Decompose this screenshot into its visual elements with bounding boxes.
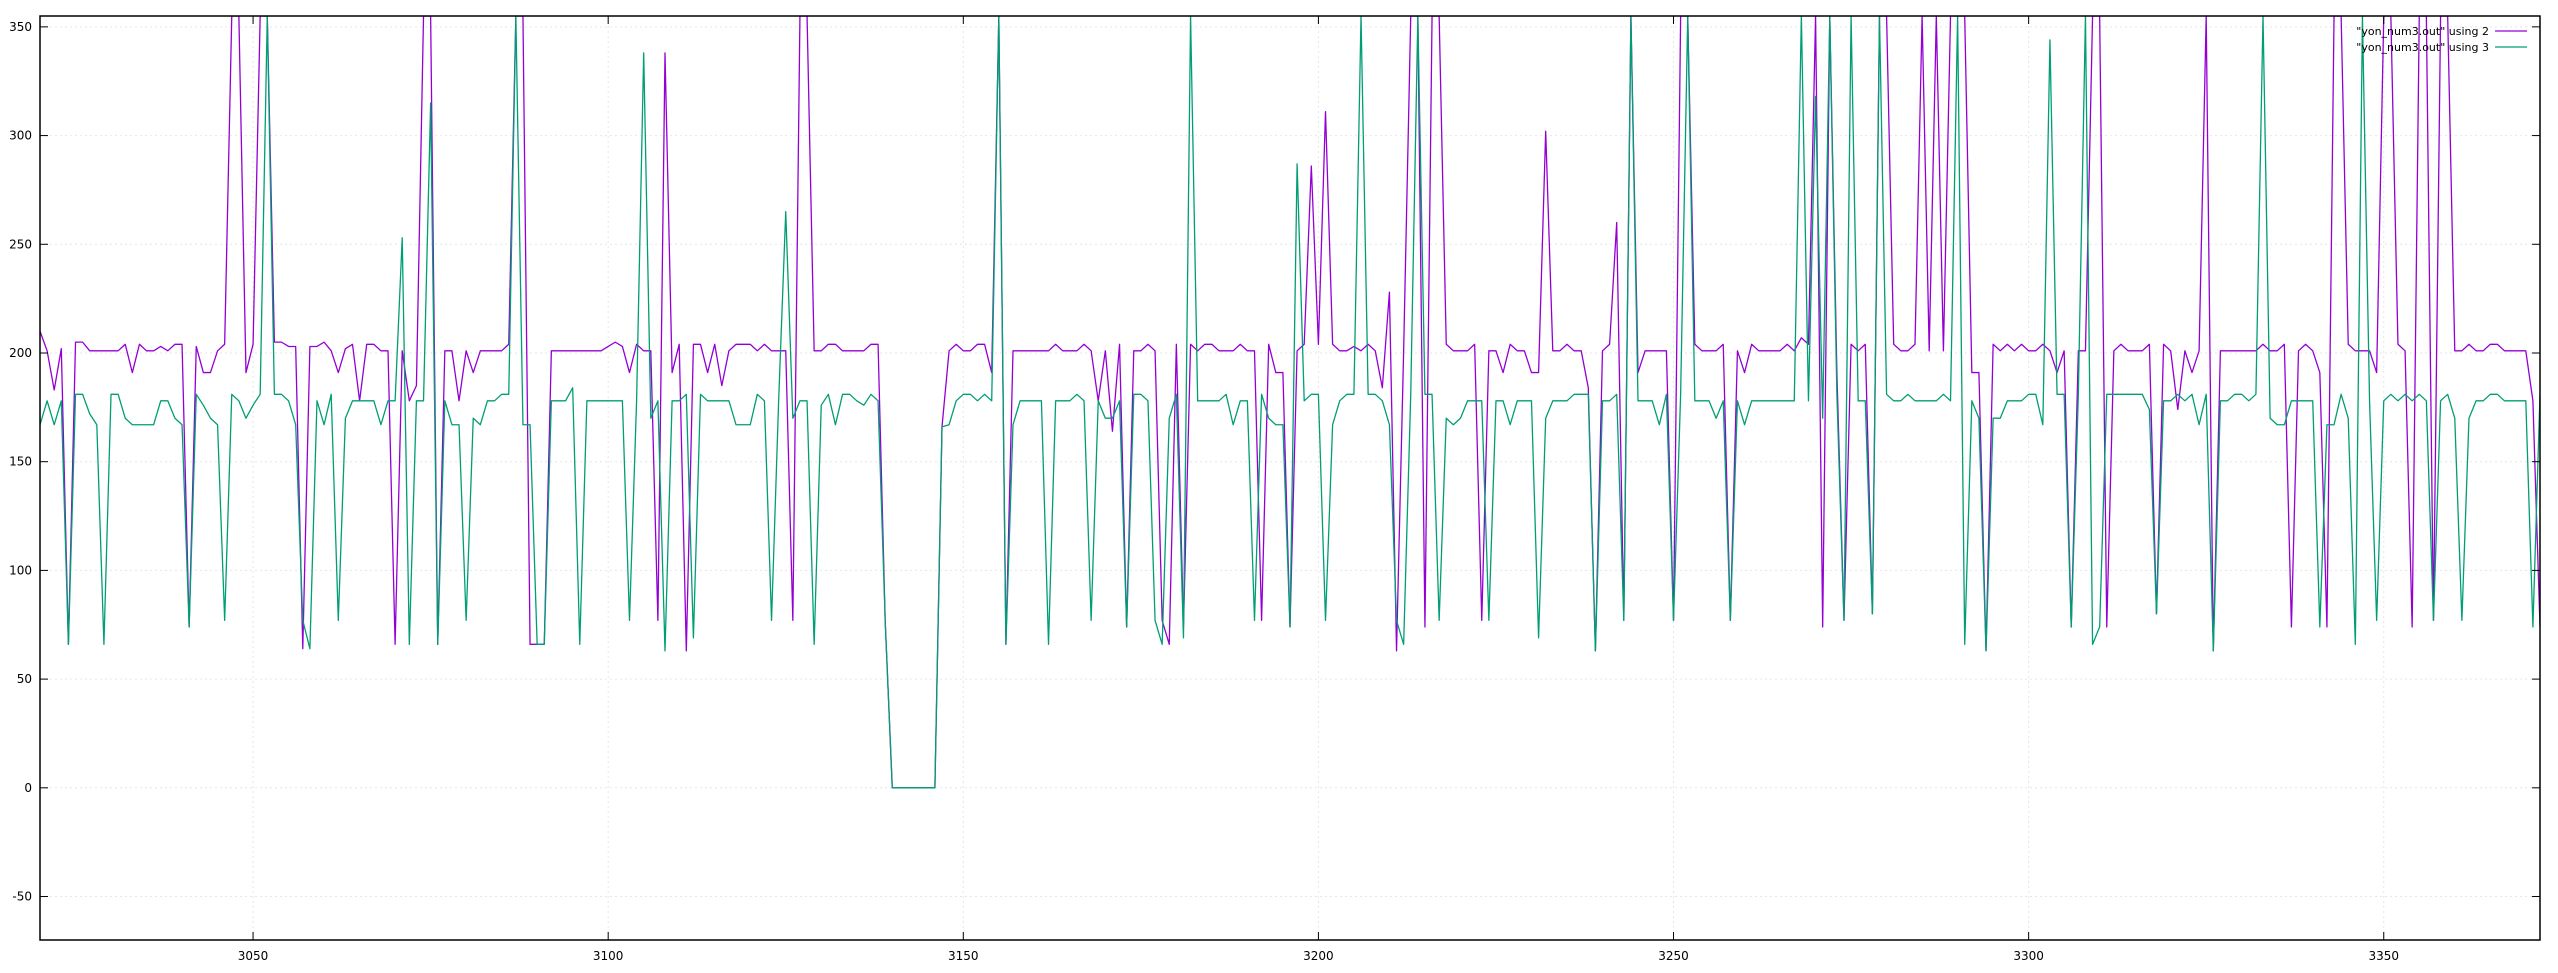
y-tick-label: 50 [17,672,32,686]
y-tick-label: 100 [9,563,32,577]
x-tick-label: 3300 [2013,949,2044,963]
y-tick-label: 200 [9,346,32,360]
y-tick-label: 0 [24,781,32,795]
x-tick-label: 3200 [1303,949,1334,963]
grid-layer [40,16,2540,940]
legend-label-1: "yon_num3.out" using 2 [2356,25,2489,38]
x-tick-label: 3350 [2368,949,2399,963]
x-tick-label: 3150 [948,949,979,963]
y-tick-label: 300 [9,129,32,143]
legend-label-2: "yon_num3.out" using 3 [2356,41,2489,54]
series-line-2 [40,16,2540,789]
y-tick-label: 250 [9,237,32,251]
x-tick-label: 3100 [593,949,624,963]
x-tick-label: 3050 [238,949,269,963]
legend: "yon_num3.out" using 2 "yon_num3.out" usi… [2356,25,2527,54]
y-tick-label: 150 [9,455,32,469]
y-tick-label: 350 [9,20,32,34]
x-tick-label: 3250 [1658,949,1689,963]
tick-layer: -50 0 50 100 150 200 250 300 350 3050 3100 3150 3200… [9,16,2540,963]
series-layer [40,16,2540,789]
plot-frame [39,15,2541,941]
y-tick-label: -50 [12,890,32,904]
